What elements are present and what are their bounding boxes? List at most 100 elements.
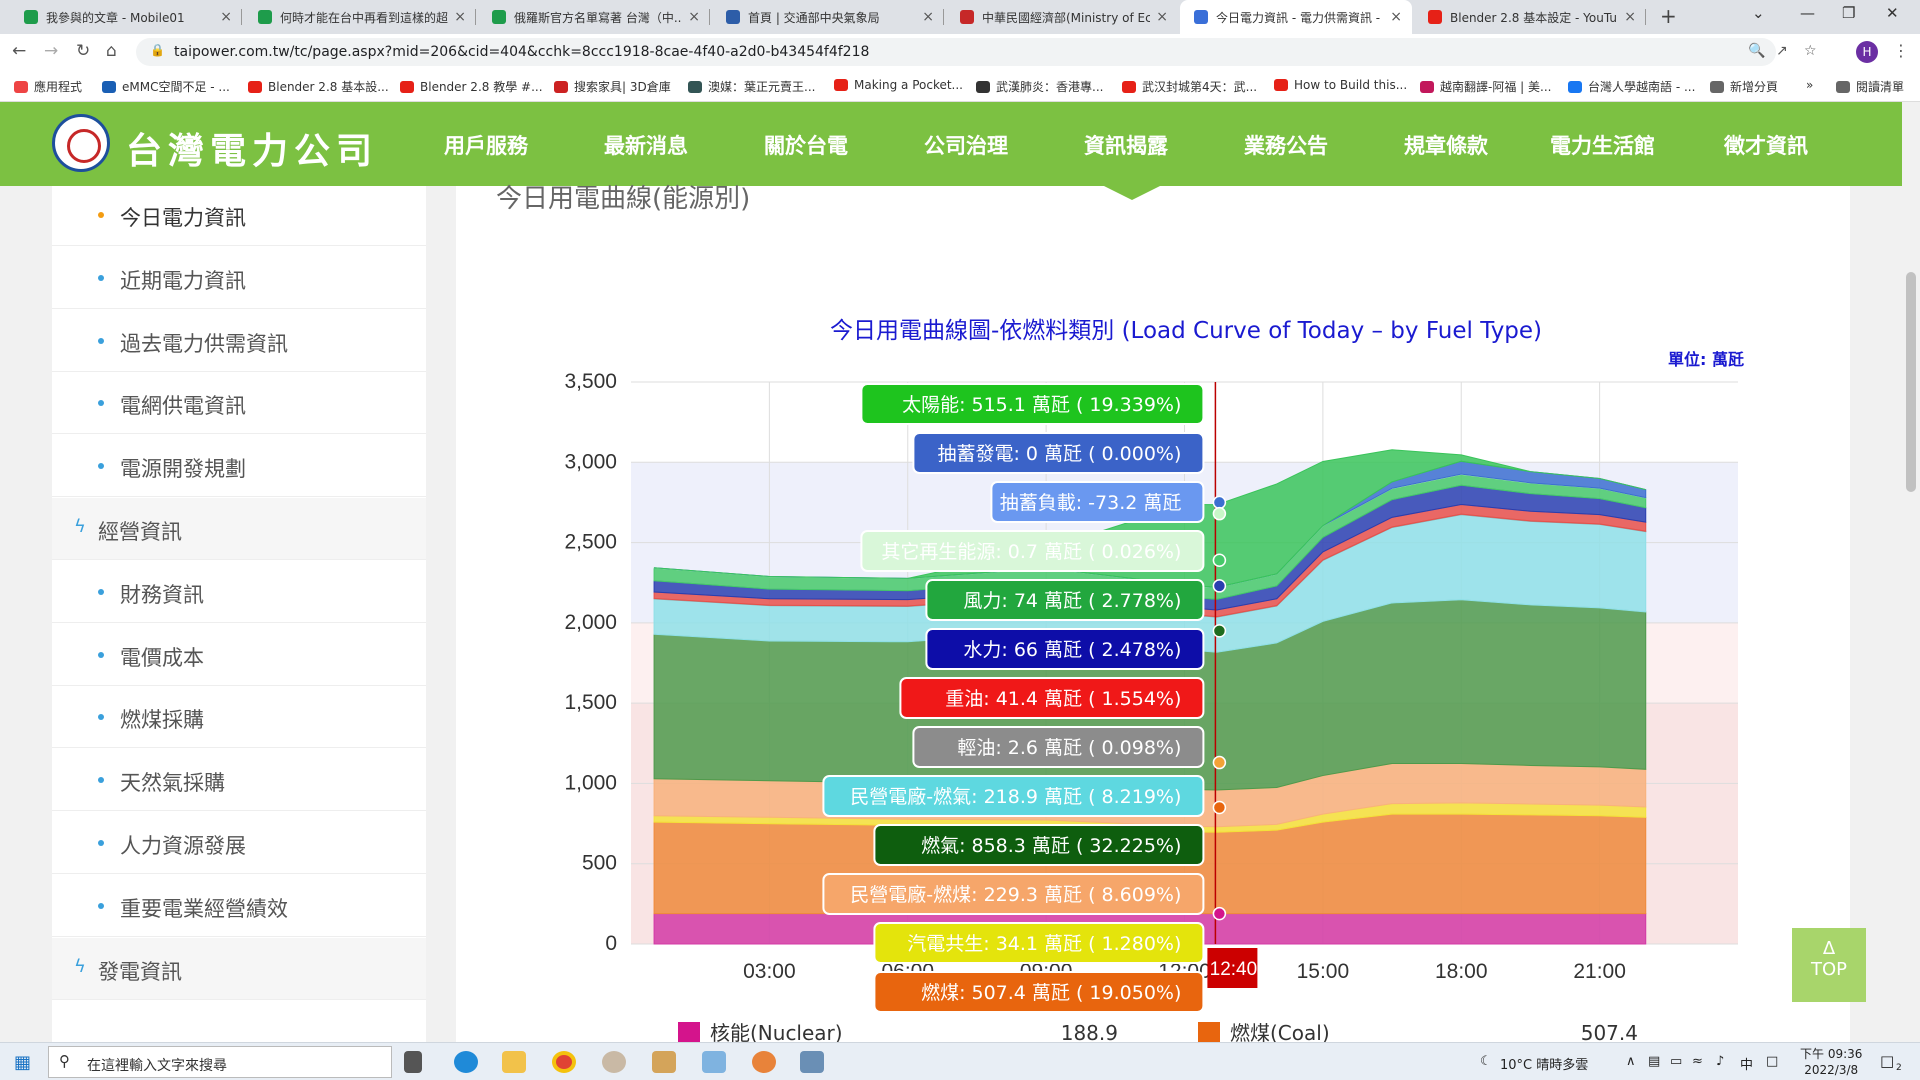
- browser-tab[interactable]: 首頁 | 交通部中央氣象局 ×: [712, 0, 944, 34]
- bookmark-star-icon[interactable]: ☆: [1804, 43, 1817, 59]
- tray-chevron-icon[interactable]: ∧: [1626, 1054, 1636, 1069]
- nav-item[interactable]: 業務公告: [1244, 134, 1328, 158]
- bookmark-item[interactable]: 台灣人學越南語 - ...: [1568, 78, 1695, 95]
- new-tab-icon[interactable]: +: [1660, 4, 1677, 28]
- volume-icon[interactable]: ♪: [1716, 1054, 1725, 1069]
- task-view-icon[interactable]: [404, 1051, 422, 1073]
- windows-start-icon[interactable]: ▦: [14, 1052, 32, 1073]
- tab-close-icon[interactable]: ×: [1390, 9, 1402, 25]
- edge-icon[interactable]: [454, 1051, 478, 1073]
- weather-text[interactable]: 10°C 晴時多雲: [1500, 1058, 1589, 1073]
- blender-icon[interactable]: [752, 1051, 776, 1073]
- bookmark-label: 澳媒：葉正元賣王...: [708, 80, 816, 94]
- bookmark-item[interactable]: 閱讀清單: [1836, 78, 1904, 95]
- taskbar-clock[interactable]: 下午 09:36 2022/3/8: [1800, 1046, 1862, 1078]
- bullet-dot-icon: [98, 902, 104, 909]
- close-window-icon[interactable]: ✕: [1886, 4, 1899, 22]
- tab-close-icon[interactable]: ×: [922, 9, 934, 25]
- sidebar-category[interactable]: ϟ 發電資訊: [52, 937, 426, 1000]
- taskbar-search-box[interactable]: ⚲ 在這裡輸入文字來搜尋: [48, 1046, 392, 1078]
- browser-menu-icon[interactable]: ⋮: [1893, 41, 1909, 60]
- sidebar-item[interactable]: 近期電力資訊: [52, 247, 426, 309]
- bookmark-item[interactable]: 武汉封城第4天：武...: [1122, 78, 1257, 95]
- minimize-icon[interactable]: —: [1800, 4, 1815, 22]
- browser-tab[interactable]: 我參與的文章 - Mobile01 ×: [10, 0, 242, 34]
- tab-close-icon[interactable]: ×: [1624, 9, 1636, 25]
- share-icon[interactable]: ↗: [1776, 43, 1788, 59]
- browser-tab[interactable]: 何時才能在台中再看到這樣的超... ×: [244, 0, 476, 34]
- page-scrollbar[interactable]: [1902, 102, 1920, 1042]
- weather-icon[interactable]: ☾: [1480, 1054, 1492, 1069]
- scrollbar-thumb[interactable]: [1906, 272, 1916, 492]
- site-logo-text[interactable]: 台灣電力公司: [126, 130, 379, 172]
- nav-item[interactable]: 資訊揭露: [1084, 134, 1168, 158]
- browser-tab[interactable]: 俄羅斯官方名單寫著 台灣（中... ×: [478, 0, 710, 34]
- bookmark-item[interactable]: How to Build this...: [1274, 78, 1407, 92]
- nav-item[interactable]: 規章條款: [1404, 134, 1488, 158]
- profile-avatar[interactable]: H: [1856, 41, 1878, 63]
- restore-icon[interactable]: ❐: [1842, 4, 1856, 22]
- bookmark-item[interactable]: 越南翻譯-阿福 | 美...: [1420, 78, 1551, 95]
- bookmark-item[interactable]: Blender 2.8 基本設...: [248, 78, 389, 95]
- load-curve-chart[interactable]: 05001,0001,5002,0002,5003,0003,50003:000…: [456, 186, 1850, 1042]
- browser-tab[interactable]: 中華民國經濟部(Ministry of Eco... ×: [946, 0, 1178, 34]
- bookmarks-overflow-icon[interactable]: »: [1806, 78, 1814, 92]
- tab-close-icon[interactable]: ×: [454, 9, 466, 25]
- scroll-top-button[interactable]: Δ TOP: [1792, 928, 1866, 1002]
- sidebar-item[interactable]: 財務資訊: [52, 561, 426, 623]
- app-icon-3[interactable]: [702, 1051, 726, 1073]
- sidebar-item[interactable]: 燃煤採購: [52, 686, 426, 749]
- back-icon[interactable]: ←: [12, 41, 27, 61]
- sidebar-item[interactable]: 電價成本: [52, 624, 426, 686]
- bookmark-item[interactable]: 搜索家具| 3D倉庫: [554, 78, 671, 95]
- sidebar-item[interactable]: 人力資源發展: [52, 812, 426, 874]
- ime-indicator[interactable]: 中: [1740, 1058, 1754, 1073]
- zoom-icon[interactable]: 🔍: [1748, 43, 1766, 59]
- tab-close-icon[interactable]: ×: [220, 9, 232, 25]
- y-tick-label: 3,500: [564, 370, 617, 393]
- nav-item[interactable]: 電力生活館: [1550, 134, 1655, 158]
- nav-item[interactable]: 徵才資訊: [1724, 134, 1808, 158]
- tab-favicon-icon: [1428, 10, 1442, 24]
- nav-item[interactable]: 最新消息: [604, 134, 688, 158]
- url-omnibox[interactable]: 🔒 taipower.com.tw/tc/page.aspx?mid=206&c…: [136, 38, 1817, 66]
- tooltip-text: 燃煤: 507.4 萬瓩 ( 19.050%): [921, 982, 1181, 1004]
- tab-search-icon[interactable]: ⌄: [1752, 4, 1765, 22]
- sidebar-item[interactable]: 重要電業經營績效: [52, 875, 426, 937]
- notification-icon[interactable]: □: [1880, 1052, 1895, 1070]
- home-icon[interactable]: ⌂: [106, 41, 117, 61]
- nav-item[interactable]: 關於台電: [764, 134, 848, 158]
- sidebar-item[interactable]: 今日電力資訊: [52, 184, 426, 246]
- taipower-logo-icon[interactable]: [52, 114, 110, 172]
- bookmark-item[interactable]: 武漢肺炎：香港專...: [976, 78, 1103, 95]
- sidebar-item[interactable]: 電網供電資訊: [52, 372, 426, 435]
- nav-item[interactable]: 公司治理: [924, 134, 1008, 158]
- sidebar-item[interactable]: 過去電力供需資訊: [52, 310, 426, 372]
- app-icon-1[interactable]: [602, 1051, 626, 1073]
- bookmark-item[interactable]: Making a Pocket...: [834, 78, 963, 92]
- sidebar-item[interactable]: 電源開發規劃: [52, 435, 426, 498]
- sidebar-item[interactable]: 天然氣採購: [52, 749, 426, 812]
- file-explorer-icon[interactable]: [502, 1051, 526, 1073]
- app-icon-2[interactable]: [652, 1051, 676, 1073]
- sidebar-category[interactable]: ϟ 經營資訊: [52, 498, 426, 560]
- network-icon[interactable]: ▤: [1648, 1054, 1661, 1069]
- bookmark-item[interactable]: 澳媒：葉正元賣王...: [688, 78, 815, 95]
- ime-mode-icon[interactable]: □: [1766, 1054, 1779, 1069]
- forward-icon[interactable]: →: [44, 41, 59, 61]
- tab-close-icon[interactable]: ×: [688, 9, 700, 25]
- tooltip-text: 民營電廠-燃煤: 229.3 萬瓩 ( 8.609%): [850, 883, 1181, 906]
- bookmark-item[interactable]: eMMC空間不足 - ...: [102, 78, 230, 95]
- battery-icon[interactable]: ▭: [1670, 1054, 1683, 1069]
- bookmark-item[interactable]: 應用程式: [14, 78, 82, 95]
- browser-tab[interactable]: Blender 2.8 基本設定 - YouTube ×: [1414, 0, 1646, 34]
- browser-tab[interactable]: 今日電力資訊 - 電力供需資訊 - ... ×: [1180, 0, 1412, 34]
- bookmark-item[interactable]: Blender 2.8 教學 #...: [400, 78, 543, 95]
- wifi-icon[interactable]: ≈: [1692, 1054, 1703, 1069]
- chrome-icon[interactable]: [552, 1051, 576, 1073]
- reload-icon[interactable]: ↻: [76, 41, 91, 61]
- app-icon-4[interactable]: [800, 1051, 824, 1073]
- nav-item[interactable]: 用戶服務: [444, 134, 528, 158]
- bookmark-item[interactable]: 新增分頁: [1710, 78, 1778, 95]
- tab-close-icon[interactable]: ×: [1156, 9, 1168, 25]
